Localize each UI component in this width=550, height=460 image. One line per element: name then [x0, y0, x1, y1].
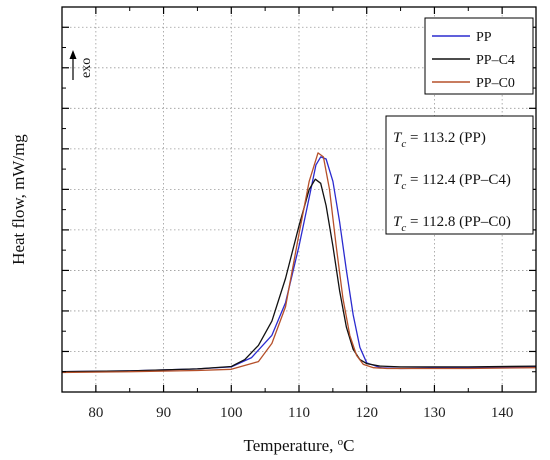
tc-value: = 112.4 (PP–C4)	[406, 172, 511, 188]
tc-subscript: c	[401, 180, 406, 192]
tc-annotation-3: Tc = 112.8 (PP–C0)	[393, 214, 511, 234]
exo-label: exo	[79, 58, 94, 78]
exo-arrowhead-icon	[69, 50, 77, 59]
x-tick-label: 130	[423, 405, 446, 421]
tc-annotation-2: Tc = 112.4 (PP–C4)	[393, 172, 511, 192]
y-axis-title: Heat flow, mW/mg	[9, 134, 28, 265]
tc-subscript: c	[401, 222, 406, 234]
x-axis-unit: o	[338, 436, 344, 448]
x-tick-label: 110	[288, 405, 310, 421]
tick-layer: 80 90 100 110 120 130 140	[61, 7, 537, 421]
x-axis-title: Temperature, oC	[244, 436, 355, 455]
tc-subscript: c	[401, 138, 406, 150]
x-tick-label: 140	[491, 405, 514, 421]
legend-label-3: PP–C0	[476, 76, 515, 91]
legend-label-2: PP–C4	[476, 53, 515, 68]
tc-value: = 113.2 (PP)	[406, 130, 486, 146]
annotation-box	[385, 115, 534, 235]
tc-annotation-1: Tc = 113.2 (PP)	[393, 130, 486, 150]
tc-annotation-box: Tc = 113.2 (PP)Tc = 112.4 (PP–C4)Tc = 11…	[385, 115, 534, 235]
tc-value: = 112.8 (PP–C0)	[406, 214, 511, 230]
tc-symbol: T	[393, 130, 403, 146]
tc-symbol: T	[393, 172, 403, 188]
exo-indicator: exo	[69, 50, 94, 80]
series-layer	[61, 152, 537, 374]
tc-symbol: T	[393, 214, 403, 230]
legend: PP PP–C4 PP–C0	[424, 17, 534, 95]
series-line-2	[61, 178, 537, 373]
x-tick-label: 80	[88, 405, 103, 421]
legend-label-1: PP	[476, 30, 492, 45]
x-tick-label: 120	[355, 405, 378, 421]
series-line-3	[61, 152, 537, 374]
x-tick-label: 90	[156, 405, 171, 421]
x-tick-label: 100	[220, 405, 243, 421]
